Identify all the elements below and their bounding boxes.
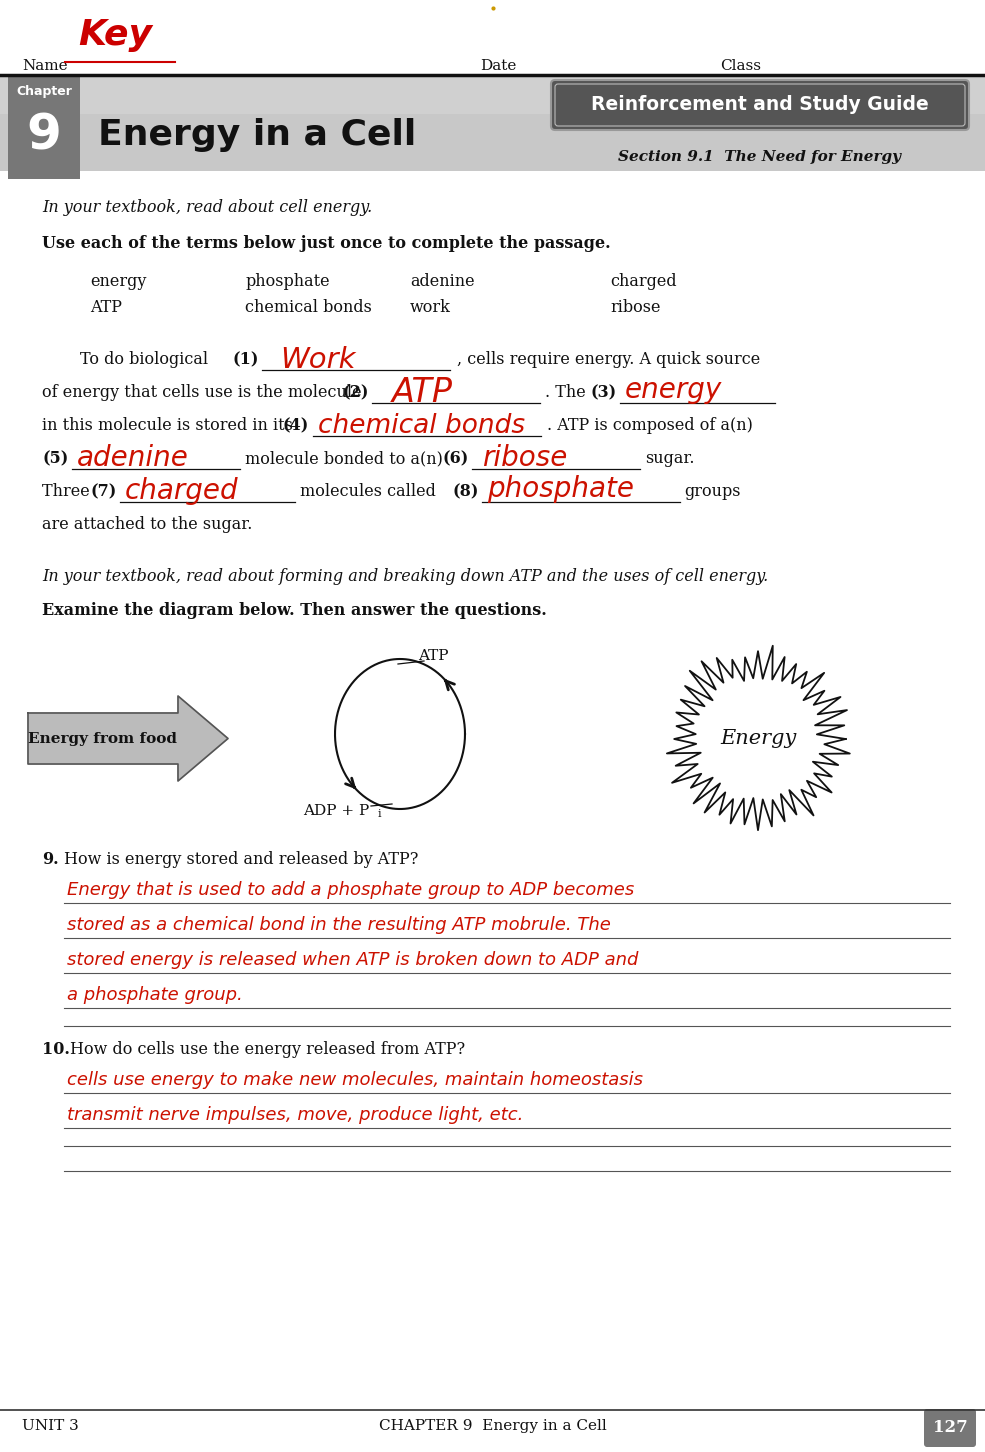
- Text: CHAPTER 9  Energy in a Cell: CHAPTER 9 Energy in a Cell: [378, 1419, 607, 1433]
- Text: Three: Three: [42, 484, 95, 499]
- Text: in this molecule is stored in its: in this molecule is stored in its: [42, 417, 298, 434]
- Text: Energy: Energy: [720, 729, 796, 748]
- Text: Reinforcement and Study Guide: Reinforcement and Study Guide: [591, 96, 929, 115]
- Text: (8): (8): [452, 484, 479, 499]
- Bar: [8, 74, 80, 179]
- Text: Energy that is used to add a phosphate group to ADP becomes: Energy that is used to add a phosphate g…: [67, 881, 634, 899]
- Text: stored as a chemical bond in the resulting ATP mobrule. The: stored as a chemical bond in the resulti…: [67, 916, 611, 934]
- Text: (3): (3): [590, 383, 617, 401]
- Text: UNIT 3: UNIT 3: [22, 1419, 79, 1433]
- Text: ADP + P: ADP + P: [303, 804, 369, 817]
- Text: Work: Work: [280, 346, 356, 375]
- Text: Use each of the terms below just once to complete the passage.: Use each of the terms below just once to…: [42, 235, 611, 253]
- Text: 9.: 9.: [42, 851, 59, 868]
- Text: (1): (1): [232, 351, 258, 367]
- FancyBboxPatch shape: [924, 1408, 976, 1448]
- Text: charged: charged: [125, 478, 238, 505]
- Text: How is energy stored and released by ATP?: How is energy stored and released by ATP…: [64, 851, 419, 868]
- Text: Section 9.1  The Need for Energy: Section 9.1 The Need for Energy: [619, 150, 901, 164]
- Text: adenine: adenine: [77, 444, 189, 472]
- Text: phosphate: phosphate: [487, 475, 634, 502]
- Bar: [0, 76, 985, 115]
- Text: Examine the diagram below. Then answer the questions.: Examine the diagram below. Then answer t…: [42, 603, 547, 619]
- Text: Energy from food: Energy from food: [29, 732, 177, 745]
- Text: . ATP is composed of a(n): . ATP is composed of a(n): [547, 417, 753, 434]
- Text: (5): (5): [42, 450, 68, 468]
- Text: groups: groups: [684, 484, 741, 499]
- Text: ribose: ribose: [482, 444, 567, 472]
- Text: Key: Key: [78, 17, 152, 52]
- Text: How do cells use the energy released from ATP?: How do cells use the energy released fro…: [70, 1041, 465, 1059]
- Text: . The: . The: [545, 383, 591, 401]
- Text: Name: Name: [22, 60, 68, 73]
- Text: 9: 9: [27, 112, 61, 160]
- Text: (4): (4): [283, 417, 309, 434]
- Text: are attached to the sugar.: are attached to the sugar.: [42, 515, 252, 533]
- Text: ATP: ATP: [392, 376, 453, 409]
- FancyBboxPatch shape: [551, 80, 969, 131]
- Text: molecules called: molecules called: [300, 484, 441, 499]
- Text: Date: Date: [480, 60, 516, 73]
- Text: energy: energy: [625, 376, 722, 404]
- Bar: [0, 76, 985, 171]
- Text: (2): (2): [342, 383, 368, 401]
- Text: (6): (6): [442, 450, 468, 468]
- Text: Energy in a Cell: Energy in a Cell: [98, 118, 417, 152]
- Text: phosphate: phosphate: [245, 273, 330, 290]
- Text: , cells require energy. A quick source: , cells require energy. A quick source: [457, 351, 760, 367]
- Text: energy: energy: [90, 273, 147, 290]
- Text: Class: Class: [720, 60, 761, 73]
- Text: chemical bonds: chemical bonds: [245, 299, 372, 317]
- Polygon shape: [28, 696, 228, 781]
- Text: sugar.: sugar.: [645, 450, 694, 468]
- Text: molecule bonded to a(n): molecule bonded to a(n): [245, 450, 448, 468]
- Text: Chapter: Chapter: [16, 86, 72, 99]
- Text: cells use energy to make new molecules, maintain homeostasis: cells use energy to make new molecules, …: [67, 1072, 643, 1089]
- Text: 10.: 10.: [42, 1041, 70, 1059]
- Text: ribose: ribose: [610, 299, 661, 317]
- Text: chemical bonds: chemical bonds: [318, 412, 525, 439]
- Text: i: i: [378, 809, 381, 819]
- Text: transmit nerve impulses, move, produce light, etc.: transmit nerve impulses, move, produce l…: [67, 1106, 523, 1124]
- Text: ATP: ATP: [90, 299, 122, 317]
- Text: a phosphate group.: a phosphate group.: [67, 986, 242, 1003]
- Polygon shape: [667, 646, 850, 831]
- Text: To do biological: To do biological: [80, 351, 213, 367]
- Text: stored energy is released when ATP is broken down to ADP and: stored energy is released when ATP is br…: [67, 951, 638, 968]
- Text: ATP: ATP: [418, 649, 448, 664]
- Text: adenine: adenine: [410, 273, 475, 290]
- Text: (7): (7): [90, 484, 116, 499]
- Text: In your textbook, read about cell energy.: In your textbook, read about cell energy…: [42, 199, 372, 216]
- Text: 127: 127: [933, 1420, 967, 1436]
- Text: charged: charged: [610, 273, 677, 290]
- Text: In your textbook, read about forming and breaking down ATP and the uses of cell : In your textbook, read about forming and…: [42, 568, 768, 585]
- Text: work: work: [410, 299, 451, 317]
- Text: of energy that cells use is the molecule: of energy that cells use is the molecule: [42, 383, 366, 401]
